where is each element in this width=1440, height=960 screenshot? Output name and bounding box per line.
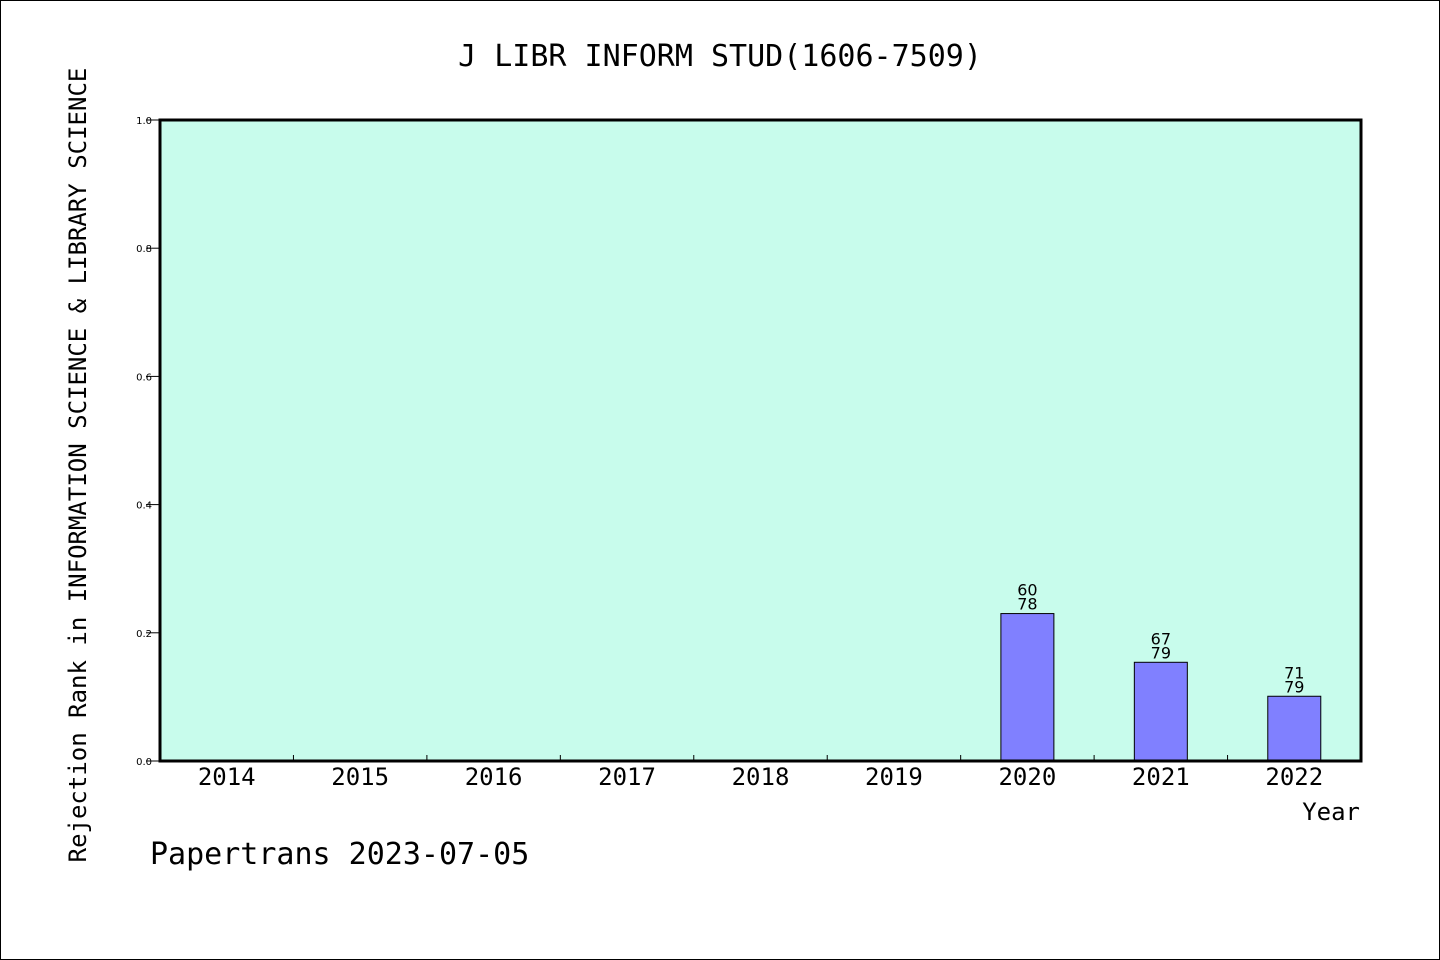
bar-label-total: 79: [1284, 677, 1304, 696]
y-tick-label: 0.2: [136, 629, 152, 640]
bar-label-rank: 60: [1017, 581, 1037, 600]
bar-label-total: 79: [1151, 643, 1171, 662]
footer-credit: Papertrans 2023-07-05: [150, 837, 529, 872]
bar-label-rank: 71: [1284, 663, 1304, 682]
plot-area: [160, 120, 1361, 761]
x-tick-label: 2019: [865, 763, 923, 791]
x-tick-label: 2018: [732, 763, 790, 791]
x-axis-ticks: 2014 2015 2016 2017 2018 2019 2020 2021 2022: [198, 755, 1323, 791]
x-tick-label: 2016: [465, 763, 523, 791]
x-axis-label: Year: [1302, 798, 1360, 826]
bar-2021: [1133, 661, 1188, 762]
bar-2022: [1267, 695, 1322, 762]
y-tick-label: 0.4: [136, 501, 152, 512]
y-tick-label: 0.0: [136, 757, 152, 768]
bar-2020: [1000, 613, 1055, 762]
bar-label-total: 78: [1017, 595, 1037, 614]
bar-label-rank: 67: [1151, 629, 1171, 648]
chart-title: J LIBR INFORM STUD(1606-7509): [458, 39, 982, 74]
y-axis-label: Rejection Rank in INFORMATION SCIENCE & …: [64, 68, 92, 863]
x-tick-label: 2014: [198, 763, 256, 791]
y-tick-label: 1.0: [136, 116, 152, 127]
x-tick-label: 2021: [1132, 763, 1190, 791]
x-tick-label: 2020: [998, 763, 1056, 791]
plot-border: [158, 118, 1363, 763]
x-tick-label: 2022: [1265, 763, 1323, 791]
x-tick-label: 2017: [598, 763, 656, 791]
y-axis-ticks: 0.0 0.2 0.4 0.6 0.8 1.0: [136, 116, 160, 768]
y-tick-label: 0.6: [136, 372, 152, 383]
x-tick-label: 2015: [331, 763, 389, 791]
y-tick-label: 0.8: [136, 244, 152, 255]
